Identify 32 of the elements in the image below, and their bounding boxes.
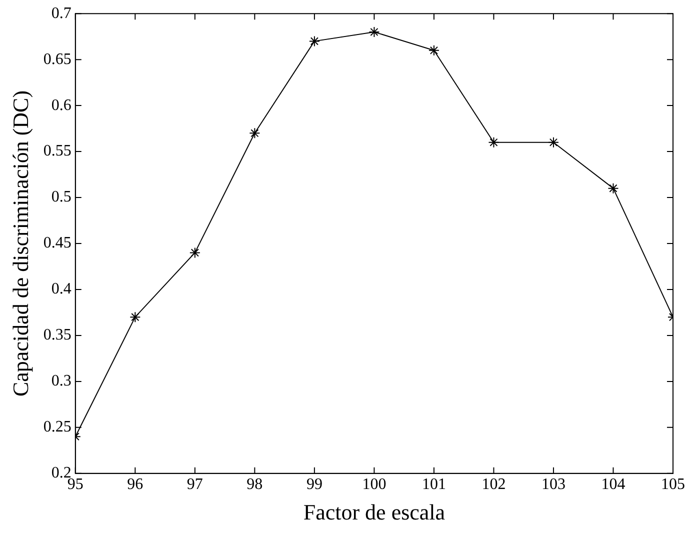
- x-tick-label: 101: [422, 476, 446, 494]
- x-axis-title: Factor de escala: [303, 500, 446, 525]
- y-tick-label: 0.5: [51, 188, 72, 206]
- y-tick-label: 0.7: [51, 4, 72, 22]
- x-tick-label: 102: [482, 476, 506, 494]
- x-tick-label: 97: [186, 476, 203, 494]
- point: [189, 247, 200, 258]
- x-tick-label: 105: [661, 476, 685, 494]
- point: [130, 312, 141, 323]
- y-tick-label: 0.45: [43, 234, 72, 252]
- x-tick-label: 99: [306, 476, 322, 494]
- point: [488, 136, 500, 148]
- point: [548, 136, 559, 148]
- x-tick-label: 100: [362, 476, 386, 494]
- y-tick-label: 0.35: [43, 326, 72, 344]
- point: [249, 128, 260, 139]
- y-tick-label: 0.65: [43, 50, 72, 68]
- y-tick-label: 0.4: [51, 280, 72, 298]
- y-tick-label: 0.25: [43, 418, 72, 436]
- point: [608, 182, 619, 194]
- y-tick-label: 0.55: [43, 142, 72, 160]
- y-axis-title: Capacidad de discriminación (DC): [8, 90, 33, 397]
- point: [428, 44, 440, 56]
- x-tick-label: 98: [246, 476, 263, 494]
- x-tick-label: 104: [601, 476, 626, 494]
- y-tick-label: 0.6: [51, 96, 72, 114]
- x-tick-label: 96: [127, 476, 144, 494]
- point: [308, 36, 320, 47]
- point: [368, 26, 380, 38]
- x-tick-label: 103: [541, 476, 566, 494]
- y-tick-label: 0.3: [51, 372, 72, 390]
- x-tick-label: 95: [67, 476, 84, 494]
